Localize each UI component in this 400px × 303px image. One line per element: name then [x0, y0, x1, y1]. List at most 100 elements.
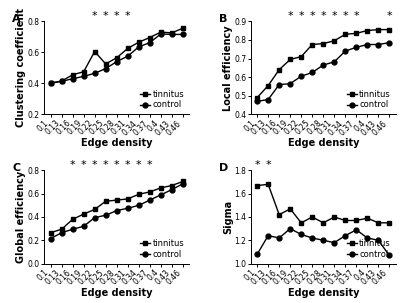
control [59, 231, 64, 235]
control [147, 198, 152, 202]
tinnitus [365, 216, 370, 220]
Text: *: * [320, 11, 326, 21]
control [136, 204, 141, 207]
tinnitus [387, 221, 392, 225]
tinnitus [92, 50, 97, 53]
control [103, 213, 108, 217]
control [170, 188, 174, 191]
Text: *: * [254, 160, 260, 170]
Text: *: * [288, 11, 293, 21]
tinnitus [158, 30, 163, 34]
tinnitus [387, 28, 392, 32]
Text: *: * [114, 160, 120, 170]
control [59, 79, 64, 83]
control [125, 206, 130, 210]
Legend: tinnitus, control: tinnitus, control [346, 238, 392, 259]
Text: C: C [12, 163, 20, 173]
tinnitus [48, 81, 53, 85]
tinnitus [277, 68, 282, 72]
Text: *: * [70, 160, 76, 170]
Text: *: * [103, 160, 108, 170]
control [70, 228, 75, 231]
control [343, 49, 348, 53]
tinnitus [147, 36, 152, 39]
tinnitus [170, 31, 174, 35]
control [70, 77, 75, 81]
control [81, 225, 86, 228]
control [125, 54, 130, 58]
Line: tinnitus: tinnitus [48, 179, 185, 235]
tinnitus [321, 42, 326, 45]
Text: *: * [92, 11, 98, 21]
tinnitus [136, 192, 141, 196]
Line: tinnitus: tinnitus [255, 27, 392, 100]
tinnitus [59, 228, 64, 231]
Text: *: * [354, 11, 359, 21]
tinnitus [180, 26, 185, 30]
tinnitus [48, 231, 53, 235]
control [288, 82, 293, 85]
control [310, 71, 315, 74]
control [376, 238, 381, 242]
Text: *: * [298, 11, 304, 21]
Y-axis label: Sigma: Sigma [223, 200, 233, 234]
control [321, 238, 326, 242]
control [92, 216, 97, 219]
tinnitus [81, 70, 86, 74]
Text: *: * [125, 11, 130, 21]
tinnitus [170, 184, 174, 187]
control [147, 41, 152, 45]
control [92, 72, 97, 75]
tinnitus [332, 39, 337, 43]
control [365, 43, 370, 46]
control [136, 45, 141, 49]
Legend: tinnitus, control: tinnitus, control [346, 89, 392, 110]
control [376, 43, 381, 46]
control [255, 252, 260, 256]
control [321, 63, 326, 67]
control [288, 227, 293, 231]
Legend: tinnitus, control: tinnitus, control [139, 89, 185, 110]
X-axis label: Edge density: Edge density [81, 288, 152, 298]
tinnitus [125, 47, 130, 50]
tinnitus [288, 58, 293, 61]
tinnitus [92, 208, 97, 211]
Text: *: * [114, 11, 120, 21]
tinnitus [180, 180, 185, 183]
control [354, 45, 359, 49]
control [299, 75, 304, 78]
control [277, 83, 282, 86]
control [266, 98, 270, 101]
tinnitus [103, 199, 108, 203]
control [103, 67, 108, 70]
tinnitus [332, 215, 337, 219]
tinnitus [59, 79, 64, 83]
Y-axis label: Global efficiency: Global efficiency [16, 171, 26, 263]
tinnitus [299, 55, 304, 58]
control [332, 60, 337, 64]
tinnitus [114, 56, 119, 60]
tinnitus [299, 221, 304, 225]
control [343, 234, 348, 238]
tinnitus [70, 73, 75, 77]
Text: *: * [147, 160, 152, 170]
Text: *: * [265, 160, 271, 170]
tinnitus [321, 221, 326, 225]
Text: *: * [125, 160, 130, 170]
control [114, 60, 119, 63]
control [255, 100, 260, 103]
Y-axis label: Clustering coefficient: Clustering coefficient [16, 8, 26, 127]
control [310, 236, 315, 240]
tinnitus [103, 62, 108, 66]
control [48, 82, 53, 85]
Line: control: control [48, 181, 185, 241]
tinnitus [70, 218, 75, 221]
X-axis label: Edge density: Edge density [288, 288, 359, 298]
Text: D: D [218, 163, 228, 173]
Line: tinnitus: tinnitus [255, 182, 392, 225]
Text: B: B [218, 14, 227, 24]
control [365, 236, 370, 240]
control [158, 193, 163, 197]
tinnitus [125, 197, 130, 201]
tinnitus [277, 213, 282, 216]
